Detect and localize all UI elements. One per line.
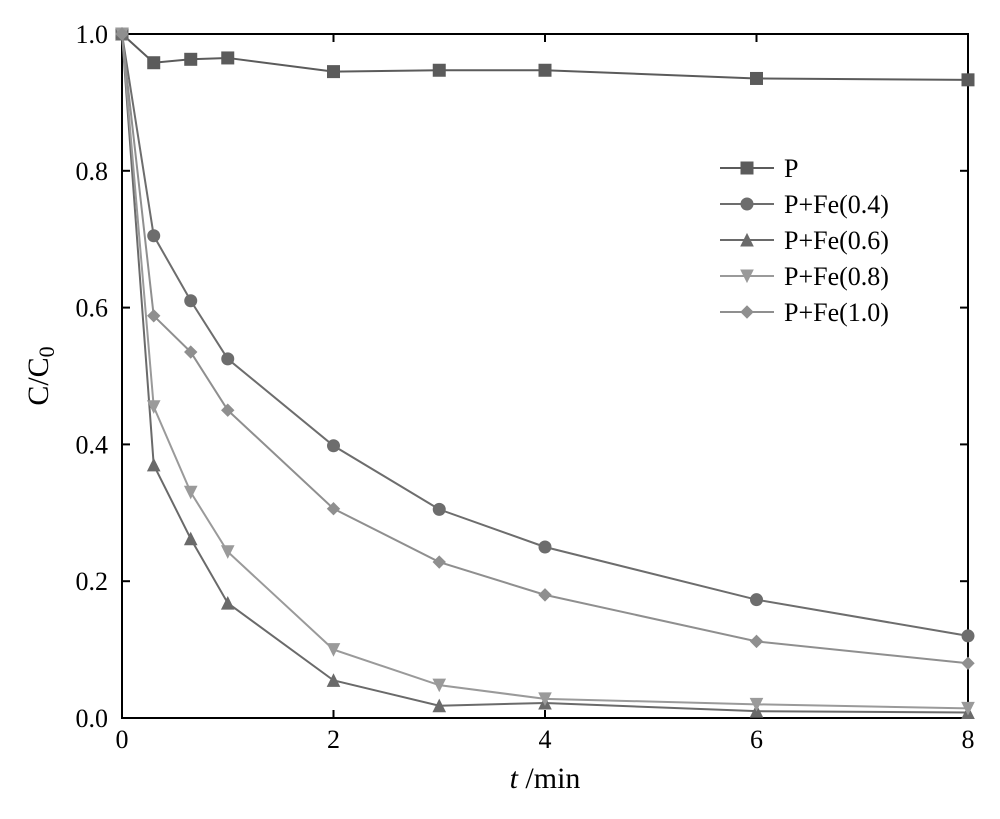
y-tick-label: 1.0 bbox=[76, 20, 109, 49]
y-axis-label: C/C0 bbox=[22, 346, 59, 405]
series-3 bbox=[116, 28, 974, 714]
x-tick-label: 6 bbox=[750, 725, 763, 754]
legend-entry: P+Fe(0.4) bbox=[720, 190, 889, 219]
y-tick-label: 0.8 bbox=[76, 157, 109, 186]
legend-label: P+Fe(0.6) bbox=[784, 226, 889, 255]
legend-entry: P+Fe(0.8) bbox=[720, 262, 889, 291]
x-axis-label: t /min bbox=[510, 762, 581, 795]
legend-entry: P+Fe(0.6) bbox=[720, 226, 889, 255]
x-tick-label: 0 bbox=[116, 725, 129, 754]
chart-svg: 0 2 4 6 8 0.0 0.2 0.4 0.6 0.8 1.0 t /min C/C0 P P+Fe(0… bbox=[0, 0, 1000, 819]
y-tick-label: 0.6 bbox=[76, 294, 109, 323]
y-tick-label: 0.2 bbox=[76, 567, 109, 596]
x-tick-label: 4 bbox=[539, 725, 552, 754]
y-tick-label: 0.4 bbox=[76, 430, 109, 459]
series-4 bbox=[116, 28, 974, 669]
legend-label: P+Fe(0.8) bbox=[784, 262, 889, 291]
legend-label: P+Fe(1.0) bbox=[784, 298, 889, 327]
x-tick-label: 2 bbox=[327, 725, 340, 754]
chart-container: 0 2 4 6 8 0.0 0.2 0.4 0.6 0.8 1.0 t /min C/C0 P P+Fe(0… bbox=[0, 0, 1000, 819]
legend-label: P+Fe(0.4) bbox=[784, 190, 889, 219]
series-1 bbox=[116, 28, 974, 642]
y-tick-label: 0.0 bbox=[76, 704, 109, 733]
legend-entry: P bbox=[720, 154, 798, 183]
x-tick-label: 8 bbox=[962, 725, 975, 754]
legend-label: P bbox=[784, 154, 798, 183]
legend-entry: P+Fe(1.0) bbox=[720, 298, 889, 327]
